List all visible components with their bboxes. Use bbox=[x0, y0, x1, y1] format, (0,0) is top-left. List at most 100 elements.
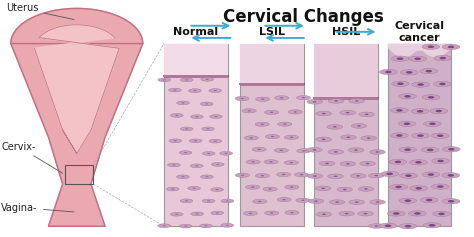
Ellipse shape bbox=[283, 123, 286, 125]
Ellipse shape bbox=[429, 123, 436, 125]
Ellipse shape bbox=[438, 213, 445, 215]
Ellipse shape bbox=[180, 199, 193, 203]
Ellipse shape bbox=[422, 172, 440, 177]
Ellipse shape bbox=[423, 223, 441, 228]
Ellipse shape bbox=[290, 212, 293, 213]
Ellipse shape bbox=[195, 116, 199, 117]
Ellipse shape bbox=[341, 135, 356, 140]
Ellipse shape bbox=[216, 212, 219, 214]
Ellipse shape bbox=[361, 136, 376, 141]
Ellipse shape bbox=[258, 201, 262, 202]
Ellipse shape bbox=[214, 90, 217, 91]
Ellipse shape bbox=[194, 140, 197, 141]
Ellipse shape bbox=[439, 57, 446, 59]
Ellipse shape bbox=[174, 140, 177, 141]
Ellipse shape bbox=[428, 173, 434, 176]
Ellipse shape bbox=[226, 201, 229, 202]
Ellipse shape bbox=[314, 201, 318, 202]
Ellipse shape bbox=[346, 112, 349, 114]
Ellipse shape bbox=[163, 225, 166, 226]
Ellipse shape bbox=[422, 95, 440, 100]
Ellipse shape bbox=[417, 134, 424, 137]
Ellipse shape bbox=[368, 173, 384, 178]
Ellipse shape bbox=[214, 116, 218, 117]
Ellipse shape bbox=[284, 135, 299, 139]
Ellipse shape bbox=[179, 224, 192, 228]
Ellipse shape bbox=[158, 224, 171, 228]
Ellipse shape bbox=[195, 165, 198, 166]
Ellipse shape bbox=[405, 199, 411, 202]
Ellipse shape bbox=[175, 115, 178, 116]
Ellipse shape bbox=[283, 199, 286, 200]
Ellipse shape bbox=[192, 188, 196, 189]
Ellipse shape bbox=[439, 83, 446, 85]
Ellipse shape bbox=[396, 134, 402, 137]
Ellipse shape bbox=[202, 199, 215, 203]
Ellipse shape bbox=[436, 110, 442, 112]
Ellipse shape bbox=[428, 96, 434, 99]
Ellipse shape bbox=[169, 88, 181, 92]
Ellipse shape bbox=[434, 55, 452, 61]
Ellipse shape bbox=[349, 99, 365, 103]
Ellipse shape bbox=[313, 175, 317, 177]
Ellipse shape bbox=[252, 161, 255, 163]
Ellipse shape bbox=[420, 197, 438, 203]
Text: HSIL: HSIL bbox=[332, 27, 360, 37]
Ellipse shape bbox=[364, 188, 368, 190]
Ellipse shape bbox=[349, 200, 365, 205]
Ellipse shape bbox=[264, 160, 278, 164]
Ellipse shape bbox=[406, 71, 412, 74]
Ellipse shape bbox=[400, 173, 417, 178]
Ellipse shape bbox=[205, 103, 208, 105]
Ellipse shape bbox=[210, 115, 222, 118]
Ellipse shape bbox=[308, 199, 324, 204]
Ellipse shape bbox=[376, 201, 379, 203]
Ellipse shape bbox=[240, 98, 244, 99]
Ellipse shape bbox=[235, 96, 249, 101]
Ellipse shape bbox=[420, 68, 438, 74]
Ellipse shape bbox=[285, 210, 299, 215]
Ellipse shape bbox=[290, 137, 293, 138]
Ellipse shape bbox=[307, 148, 322, 152]
Ellipse shape bbox=[302, 97, 305, 98]
Ellipse shape bbox=[170, 212, 183, 216]
Ellipse shape bbox=[431, 184, 449, 189]
Ellipse shape bbox=[343, 189, 346, 190]
Ellipse shape bbox=[255, 122, 269, 126]
Ellipse shape bbox=[401, 70, 418, 75]
Ellipse shape bbox=[282, 174, 285, 175]
Ellipse shape bbox=[270, 212, 273, 214]
Ellipse shape bbox=[171, 114, 183, 117]
Ellipse shape bbox=[319, 161, 335, 166]
Ellipse shape bbox=[431, 133, 449, 138]
Ellipse shape bbox=[392, 81, 409, 86]
Ellipse shape bbox=[410, 160, 428, 165]
Ellipse shape bbox=[214, 141, 217, 142]
Ellipse shape bbox=[207, 128, 210, 129]
Ellipse shape bbox=[374, 225, 378, 227]
FancyBboxPatch shape bbox=[164, 44, 228, 226]
FancyBboxPatch shape bbox=[164, 76, 228, 78]
Ellipse shape bbox=[340, 162, 356, 166]
Ellipse shape bbox=[167, 163, 180, 167]
Ellipse shape bbox=[204, 225, 208, 227]
FancyBboxPatch shape bbox=[388, 44, 451, 226]
Ellipse shape bbox=[211, 163, 224, 166]
Ellipse shape bbox=[322, 214, 326, 215]
Ellipse shape bbox=[386, 173, 393, 175]
Ellipse shape bbox=[201, 102, 213, 106]
Ellipse shape bbox=[367, 137, 371, 139]
Ellipse shape bbox=[247, 110, 251, 111]
Ellipse shape bbox=[404, 148, 411, 151]
Ellipse shape bbox=[365, 114, 369, 115]
Ellipse shape bbox=[410, 186, 428, 191]
Polygon shape bbox=[35, 25, 119, 154]
Ellipse shape bbox=[182, 102, 184, 104]
Ellipse shape bbox=[276, 172, 291, 177]
Ellipse shape bbox=[236, 173, 249, 177]
Ellipse shape bbox=[191, 115, 203, 119]
Ellipse shape bbox=[225, 153, 228, 154]
Text: Cervical
cancer: Cervical cancer bbox=[394, 21, 445, 43]
Ellipse shape bbox=[173, 90, 176, 91]
Ellipse shape bbox=[328, 174, 343, 179]
